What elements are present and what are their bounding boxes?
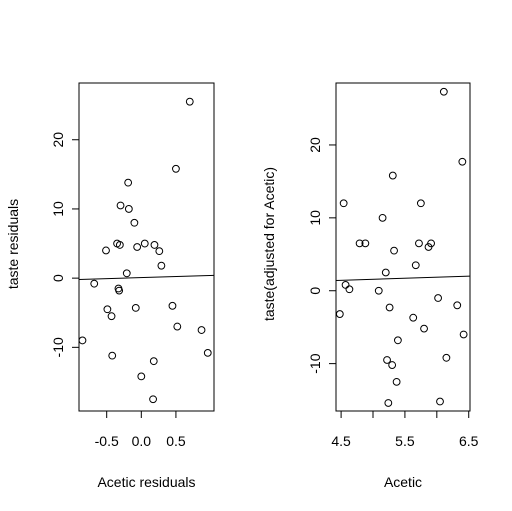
data-point	[103, 305, 112, 314]
data-point	[116, 201, 125, 210]
data-point	[115, 241, 124, 249]
data-point	[157, 261, 166, 270]
y-tick-label: 0	[307, 287, 323, 295]
data-point	[339, 199, 348, 208]
data-point	[436, 397, 444, 406]
y-tick-label: -10	[50, 337, 66, 357]
data-point	[345, 285, 354, 294]
x-tick-label: 4.5	[331, 433, 351, 449]
regression-line	[78, 274, 215, 281]
data-point	[90, 279, 99, 288]
y-tick-label: 10	[50, 201, 66, 217]
data-point	[172, 164, 180, 173]
left-scatter-plot: -0.5 0.0 0.5 -10 0 10 20 Acetic residuals taste …	[5, 82, 215, 490]
data-point	[458, 157, 467, 166]
data-point	[78, 336, 87, 345]
y-tick-label: 10	[307, 210, 323, 226]
x-axis-label: Acetic residuals	[97, 474, 195, 490]
data-point	[355, 239, 364, 248]
data-point	[124, 178, 133, 187]
data-point	[107, 312, 116, 321]
data-point	[155, 247, 164, 256]
data-point	[374, 286, 383, 295]
y-tick-label: 0	[50, 274, 66, 282]
x-tick-label: 0.0	[132, 433, 152, 449]
data-point	[390, 246, 398, 255]
y-tick-label: 20	[307, 137, 323, 153]
data-point	[459, 330, 468, 339]
data-point	[341, 281, 350, 289]
data-point	[108, 351, 117, 360]
data-point	[124, 205, 133, 213]
data-point	[434, 294, 442, 302]
x-axis-label: Acetic	[384, 474, 422, 490]
data-point	[102, 246, 110, 255]
plot-frame	[78, 82, 215, 412]
data-point	[384, 399, 393, 407]
data-point	[185, 97, 194, 106]
data-point	[420, 324, 428, 333]
data-point	[115, 286, 124, 295]
y-axis-label: taste(adjusted for Acetic)	[261, 167, 277, 321]
data-point	[149, 357, 158, 366]
regression-line	[335, 275, 471, 282]
data-point	[439, 87, 448, 96]
y-tick-label: -10	[307, 353, 323, 373]
data-point	[335, 310, 344, 318]
data-point	[197, 326, 206, 334]
data-point	[131, 303, 140, 312]
data-point	[378, 213, 387, 222]
data-point	[415, 239, 423, 248]
data-point	[122, 269, 131, 278]
x-tick-label: 5.5	[395, 433, 415, 449]
data-point	[150, 241, 159, 249]
data-point	[442, 353, 451, 362]
data-point	[149, 395, 157, 404]
data-point	[140, 239, 149, 248]
data-point	[393, 336, 402, 345]
data-point	[416, 199, 425, 208]
data-point	[361, 239, 370, 248]
data-point	[383, 356, 391, 364]
right-scatter-plot: 4.5 5.5 6.5 -10 0 10 20 Acetic taste(adjusted fo…	[261, 82, 479, 490]
data-point	[168, 301, 177, 310]
x-tick-label: 0.5	[166, 433, 186, 449]
data-point	[137, 372, 146, 381]
data-point	[130, 218, 139, 227]
x-tick-label: 6.5	[459, 433, 479, 449]
data-point	[173, 322, 182, 331]
data-point	[427, 239, 435, 248]
data-point	[411, 261, 420, 270]
data-point	[385, 303, 394, 312]
data-point	[381, 268, 390, 277]
data-point	[133, 243, 142, 251]
data-point	[203, 348, 212, 357]
x-tick-label: -0.5	[95, 433, 119, 449]
plot-frame	[335, 82, 471, 412]
data-point	[453, 301, 462, 310]
data-point	[392, 377, 401, 386]
data-point	[409, 313, 418, 322]
data-point	[388, 171, 397, 180]
y-axis-label: taste residuals	[5, 199, 21, 289]
data-point	[388, 361, 397, 369]
y-tick-label: 20	[50, 132, 66, 148]
